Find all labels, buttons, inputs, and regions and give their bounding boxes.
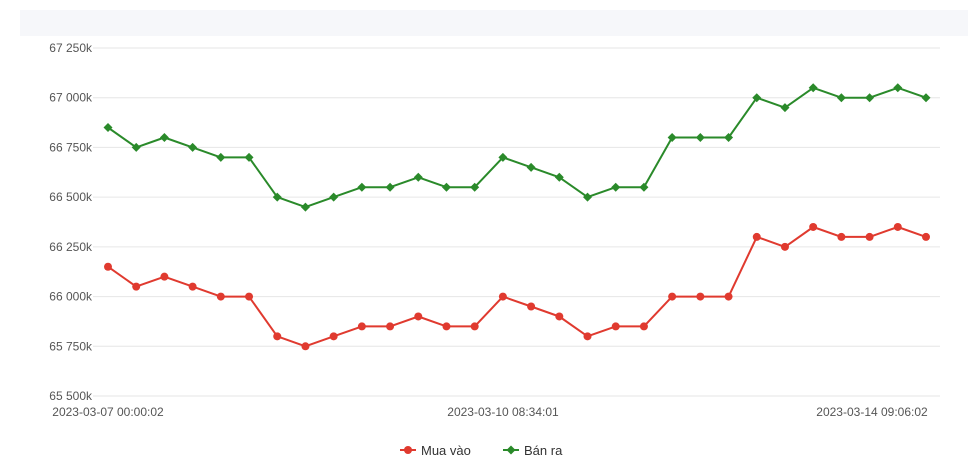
- data-point[interactable]: [836, 93, 846, 103]
- data-point[interactable]: [272, 192, 282, 202]
- data-point[interactable]: [329, 192, 339, 202]
- y-axis-ticks: 67 250k 67 000k 66 750k 66 500k 66 250k 66 00…: [49, 41, 93, 403]
- y-tick-label: 67 000k: [49, 91, 93, 105]
- data-point[interactable]: [357, 182, 367, 192]
- legend-marker: [404, 446, 412, 454]
- data-point[interactable]: [216, 292, 225, 301]
- data-point[interactable]: [724, 292, 733, 301]
- data-point[interactable]: [639, 182, 649, 192]
- data-point[interactable]: [300, 202, 310, 212]
- y-tick-label: 67 250k: [49, 41, 93, 55]
- data-point[interactable]: [329, 332, 338, 341]
- data-point[interactable]: [245, 292, 254, 301]
- data-point[interactable]: [414, 312, 423, 321]
- data-point[interactable]: [301, 342, 310, 351]
- data-point[interactable]: [103, 123, 113, 133]
- data-point[interactable]: [132, 282, 141, 291]
- data-point[interactable]: [752, 93, 762, 103]
- data-point[interactable]: [527, 302, 536, 311]
- data-point[interactable]: [554, 172, 564, 182]
- y-tick-label: 66 250k: [49, 240, 93, 254]
- data-point[interactable]: [470, 182, 480, 192]
- data-point[interactable]: [413, 172, 423, 182]
- data-point[interactable]: [837, 232, 846, 241]
- y-tick-label: 65 500k: [49, 389, 93, 403]
- x-axis-ticks: 2023-03-07 00:00:02 2023-03-10 08:34:01 20…: [52, 405, 928, 419]
- data-point[interactable]: [159, 132, 169, 142]
- legend: Mua vào Bán ra: [400, 443, 563, 458]
- y-tick-label: 65 750k: [49, 339, 93, 353]
- data-point[interactable]: [188, 282, 197, 291]
- data-point[interactable]: [583, 332, 592, 341]
- legend-label: Bán ra: [524, 443, 563, 458]
- data-point[interactable]: [498, 152, 508, 162]
- data-point[interactable]: [583, 192, 593, 202]
- data-point[interactable]: [160, 272, 169, 281]
- data-point[interactable]: [188, 142, 198, 152]
- data-point[interactable]: [752, 232, 761, 241]
- data-point[interactable]: [865, 93, 875, 103]
- data-point[interactable]: [696, 292, 705, 301]
- data-point[interactable]: [244, 152, 254, 162]
- data-point[interactable]: [526, 162, 536, 172]
- data-point[interactable]: [442, 322, 451, 331]
- data-point[interactable]: [441, 182, 451, 192]
- data-point[interactable]: [724, 132, 734, 142]
- data-point[interactable]: [808, 83, 818, 93]
- data-point[interactable]: [498, 292, 507, 301]
- data-point[interactable]: [611, 322, 620, 331]
- legend-item[interactable]: Mua vào: [400, 443, 471, 458]
- data-point[interactable]: [667, 132, 677, 142]
- data-point[interactable]: [921, 93, 931, 103]
- data-point[interactable]: [865, 232, 874, 241]
- data-point[interactable]: [668, 292, 677, 301]
- legend-label: Mua vào: [421, 443, 471, 458]
- data-point[interactable]: [780, 242, 789, 251]
- x-tick-label: 2023-03-10 08:34:01: [447, 405, 559, 419]
- data-point[interactable]: [386, 322, 395, 331]
- data-point[interactable]: [639, 322, 648, 331]
- y-tick-label: 66 500k: [49, 190, 93, 204]
- data-point[interactable]: [216, 152, 226, 162]
- data-point[interactable]: [893, 83, 903, 93]
- data-point[interactable]: [809, 222, 818, 231]
- grid-lines: [93, 47, 940, 397]
- y-tick-label: 66 000k: [49, 290, 93, 304]
- data-point[interactable]: [357, 322, 366, 331]
- data-point[interactable]: [470, 322, 479, 331]
- data-point[interactable]: [131, 142, 141, 152]
- data-point[interactable]: [555, 312, 564, 321]
- series-line: [107, 226, 927, 348]
- x-tick-label: 2023-03-07 00:00:02: [52, 405, 164, 419]
- series-group: [103, 83, 931, 351]
- data-point[interactable]: [385, 182, 395, 192]
- data-point[interactable]: [611, 182, 621, 192]
- chart-header-bar: [20, 10, 968, 36]
- series-line: [107, 86, 927, 209]
- data-point[interactable]: [273, 332, 282, 341]
- y-tick-label: 66 750k: [49, 140, 93, 154]
- legend-marker: [506, 445, 516, 455]
- x-tick-label: 2023-03-14 09:06:02: [816, 405, 928, 419]
- data-point[interactable]: [922, 232, 930, 241]
- data-point[interactable]: [695, 132, 705, 142]
- data-point[interactable]: [104, 262, 112, 271]
- legend-item[interactable]: Bán ra: [503, 443, 563, 458]
- data-point[interactable]: [780, 103, 790, 113]
- data-point[interactable]: [893, 222, 902, 231]
